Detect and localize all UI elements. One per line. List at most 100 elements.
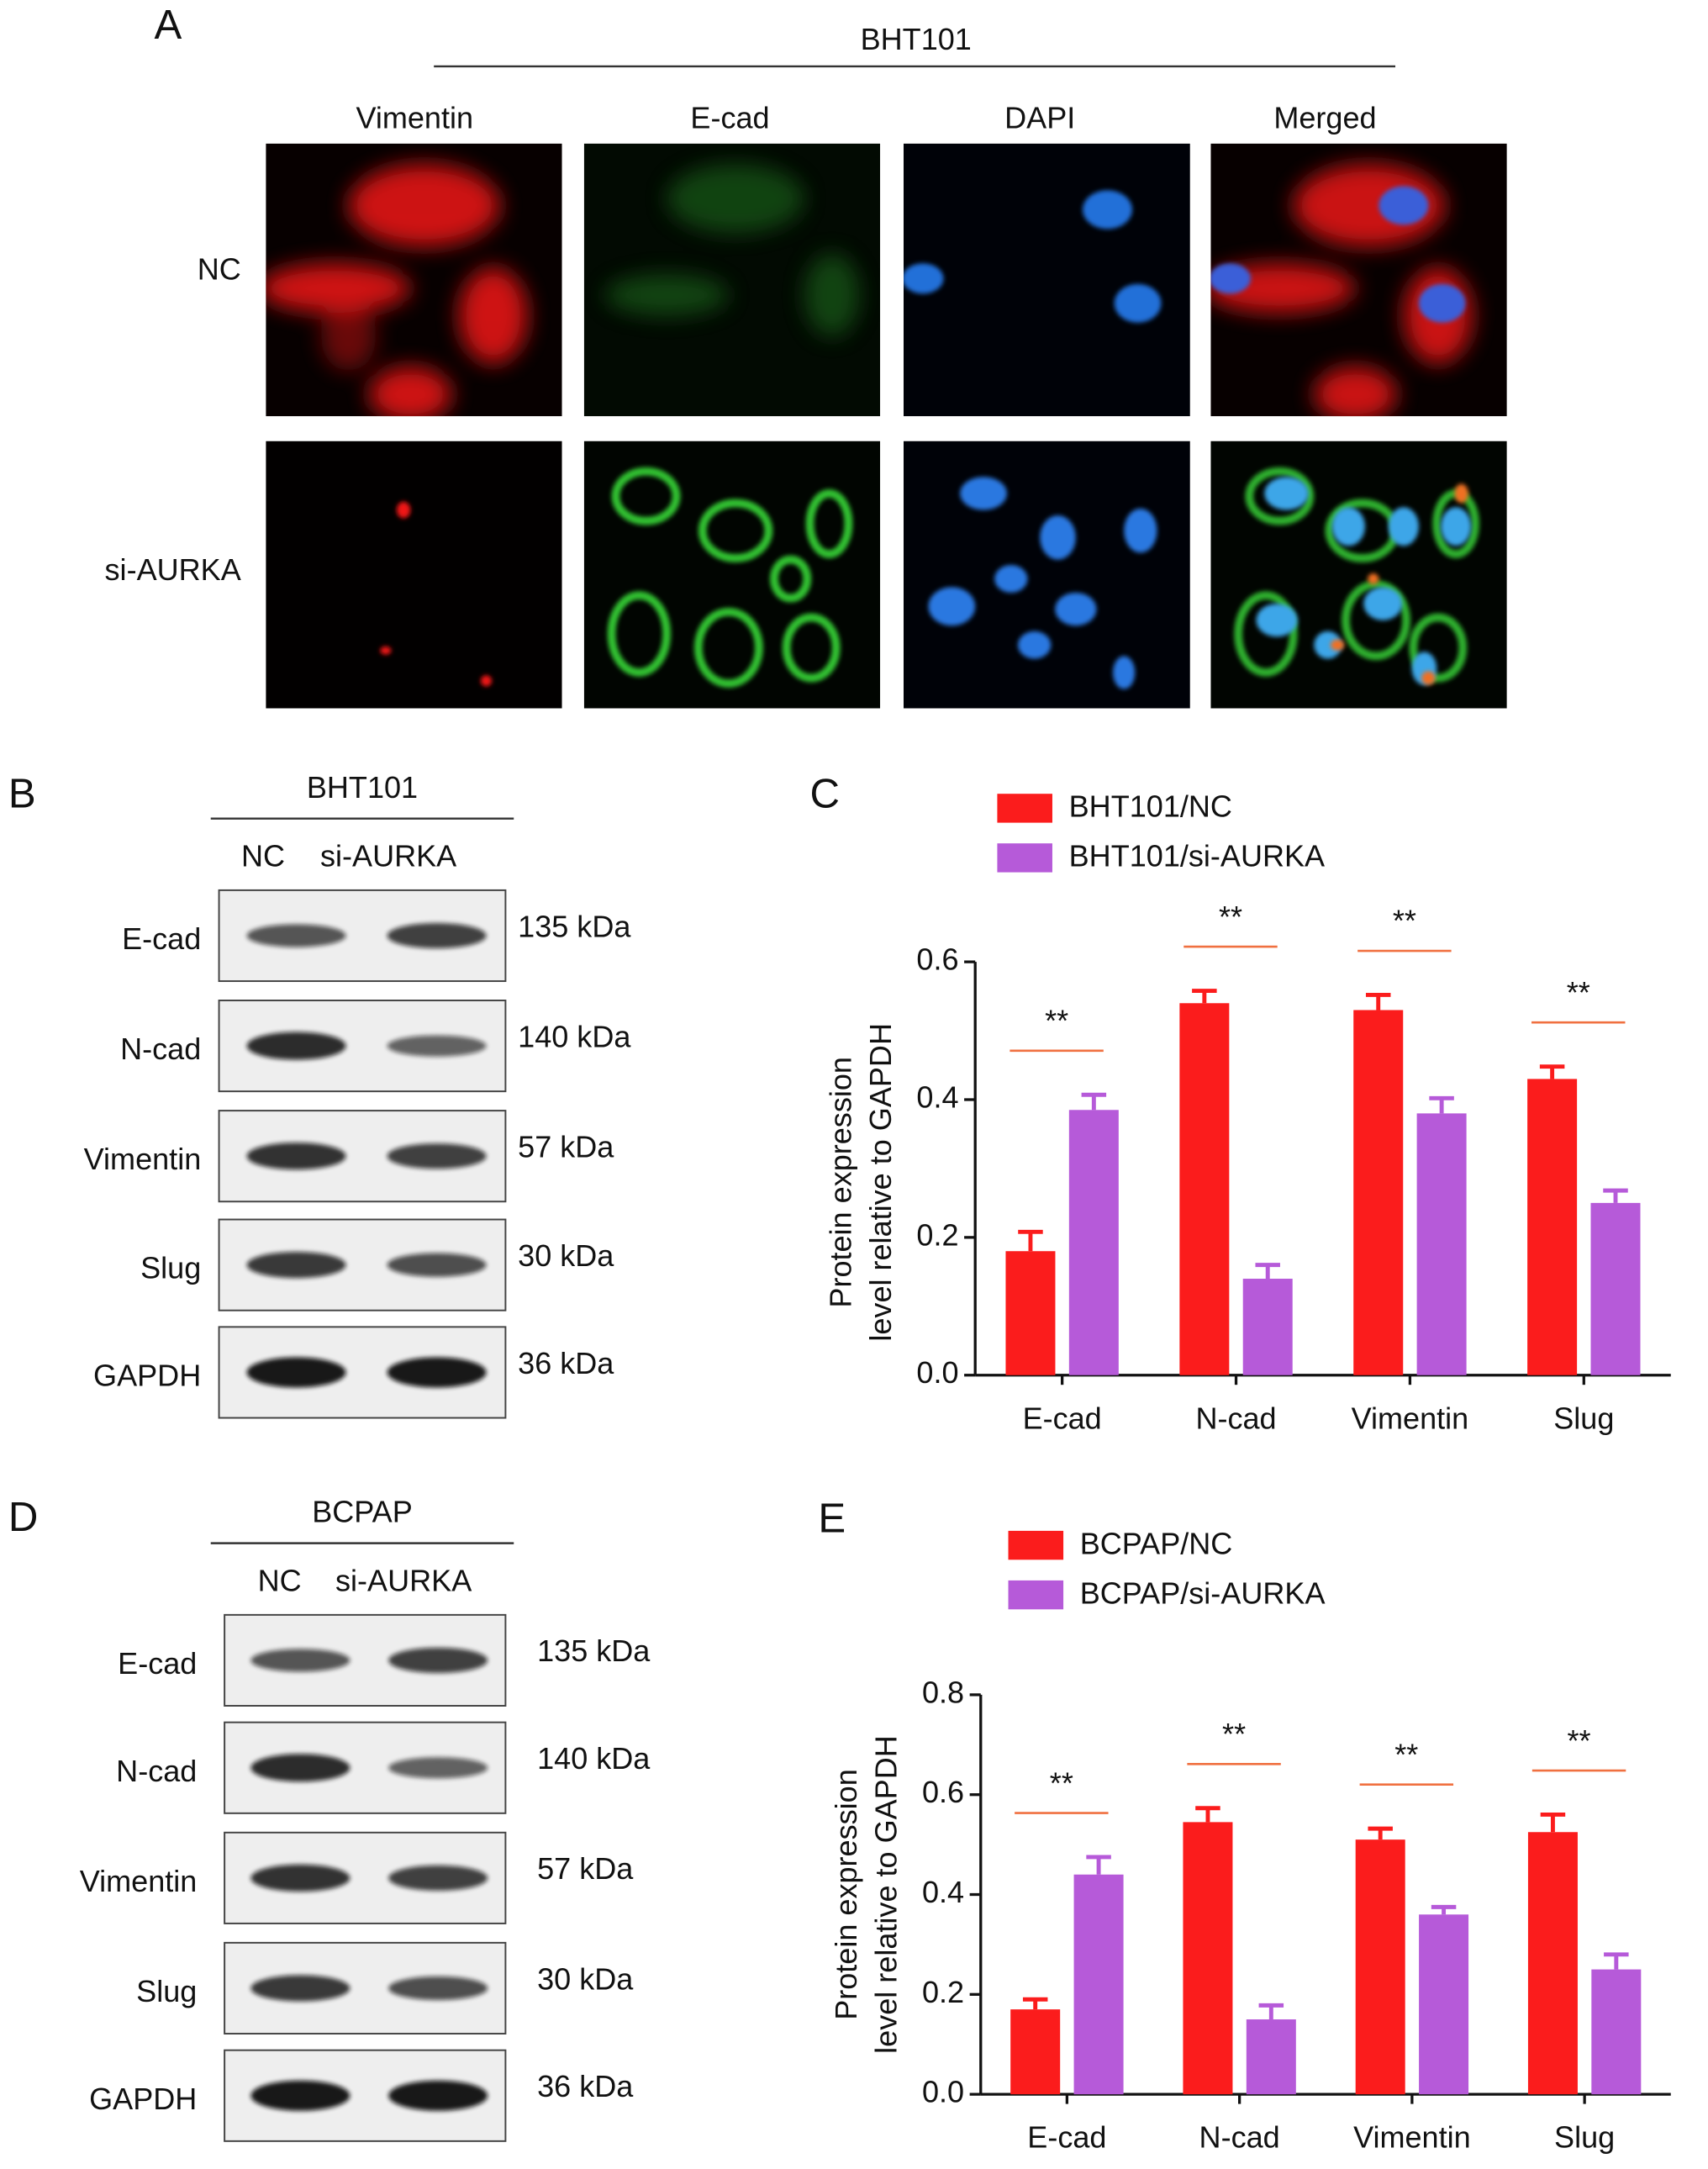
size-label: 30 kDa: [537, 1961, 634, 1996]
blot-band: [250, 1754, 351, 1782]
blot-band: [388, 1976, 488, 2001]
y-tick-label: 0.4: [922, 1875, 964, 1909]
error-bar: [1255, 1263, 1280, 1280]
significance-label: **: [1050, 1765, 1073, 1800]
lane-label: si-AURKA: [320, 839, 456, 873]
blot-band: [246, 1143, 346, 1170]
legend-swatch: [997, 794, 1052, 823]
bar: [1591, 1969, 1642, 2095]
blot-band: [250, 1975, 351, 2002]
error-bar: [1365, 992, 1391, 1011]
blot-band: [246, 1357, 346, 1388]
lane-label: NC: [241, 839, 285, 873]
y-tick-label: 0.2: [916, 1217, 958, 1252]
lane-label: NC: [258, 1564, 302, 1598]
bar: [1068, 1110, 1119, 1375]
significance-label: **: [1567, 975, 1590, 1010]
significance-label: **: [1222, 1717, 1246, 1751]
blot-band: [250, 1649, 351, 1672]
lane-label: si-AURKA: [335, 1564, 472, 1598]
protein-label: Vimentin: [80, 1864, 198, 1898]
bar: [1183, 1822, 1233, 2095]
blot-band: [388, 2080, 488, 2111]
bar: [1419, 1914, 1469, 2095]
error-bar: [1539, 1064, 1565, 1079]
significance-label: **: [1568, 1723, 1591, 1758]
blot-band: [246, 924, 346, 947]
micrograph: [1210, 441, 1507, 709]
panel-label: A: [155, 2, 182, 48]
column-label: E-cad: [690, 100, 769, 135]
column-label: Merged: [1273, 100, 1376, 135]
bar: [1010, 2009, 1061, 2095]
legend-label: BCPAP/si-AURKA: [1080, 1575, 1326, 1610]
blot-band: [250, 1864, 351, 1892]
legend-swatch: [997, 843, 1052, 873]
panel-label: E: [818, 1495, 846, 1541]
blot-band: [387, 1143, 487, 1169]
significance-label: **: [1393, 904, 1416, 938]
size-label: 57 kDa: [518, 1129, 614, 1164]
error-bar: [1192, 989, 1217, 1004]
bar: [1242, 1279, 1293, 1375]
size-label: 57 kDa: [537, 1851, 634, 1886]
x-tick-label: N-cad: [1199, 2120, 1280, 2155]
y-tick-label: 0.6: [916, 942, 958, 977]
significance-label: **: [1219, 900, 1242, 934]
legend-label: BCPAP/NC: [1080, 1526, 1233, 1560]
protein-label: N-cad: [120, 1032, 201, 1066]
bar: [1527, 1079, 1578, 1375]
micrograph: [266, 143, 562, 417]
bar: [1590, 1202, 1641, 1375]
bar: [1246, 2019, 1296, 2095]
micrograph: [583, 143, 881, 417]
x-tick-label: N-cad: [1195, 1401, 1276, 1435]
micrograph: [1210, 143, 1507, 417]
panel-label: D: [8, 1494, 39, 1540]
error-bar: [1604, 1952, 1629, 1970]
protein-label: E-cad: [122, 921, 201, 956]
y-tick-label: 0.2: [922, 1975, 964, 2009]
y-tick-label: 0.8: [922, 1675, 964, 1709]
y-tick-label: 0.0: [922, 2075, 964, 2109]
bar: [1353, 1010, 1404, 1375]
significance-label: **: [1045, 1004, 1068, 1038]
x-tick-label: Vimentin: [1352, 1401, 1469, 1435]
y-tick-label: 0.6: [922, 1775, 964, 1809]
y-tick-label: 0.0: [916, 1355, 958, 1390]
y-axis-title: Protein expression: [829, 1769, 863, 2020]
bar: [1416, 1113, 1467, 1375]
error-bar: [1258, 2003, 1284, 2020]
micrograph: [266, 441, 562, 709]
protein-label: Slug: [140, 1251, 201, 1285]
row-label: si-AURKA: [105, 552, 241, 587]
micrograph: [903, 143, 1190, 417]
error-bar: [1018, 1229, 1043, 1252]
legend-swatch: [1008, 1530, 1064, 1560]
error-bar: [1368, 1826, 1393, 1840]
blot-band: [388, 1757, 488, 1779]
error-bar: [1195, 1806, 1220, 1823]
protein-label: Vimentin: [84, 1142, 202, 1176]
blot-band: [388, 1647, 488, 1674]
micrograph: [903, 441, 1190, 709]
size-label: 36 kDa: [537, 2069, 634, 2103]
error-bar: [1429, 1095, 1454, 1114]
legend-label: BHT101/NC: [1069, 789, 1232, 824]
cell-line: BCPAP: [312, 1495, 413, 1529]
legend-swatch: [1008, 1580, 1064, 1610]
bar: [1179, 1003, 1230, 1375]
x-tick-label: Slug: [1553, 1401, 1614, 1435]
error-bar: [1022, 1997, 1048, 2010]
bar: [1527, 1832, 1578, 2095]
protein-label: GAPDH: [89, 2082, 197, 2116]
size-label: 36 kDa: [518, 1346, 614, 1380]
protein-label: N-cad: [116, 1754, 197, 1788]
blot-band: [387, 1253, 487, 1277]
blot-band: [246, 1252, 346, 1279]
error-bar: [1086, 1855, 1111, 1875]
blot-band: [388, 1865, 488, 1891]
panel-label: B: [8, 770, 36, 816]
blot-band: [250, 2080, 351, 2111]
